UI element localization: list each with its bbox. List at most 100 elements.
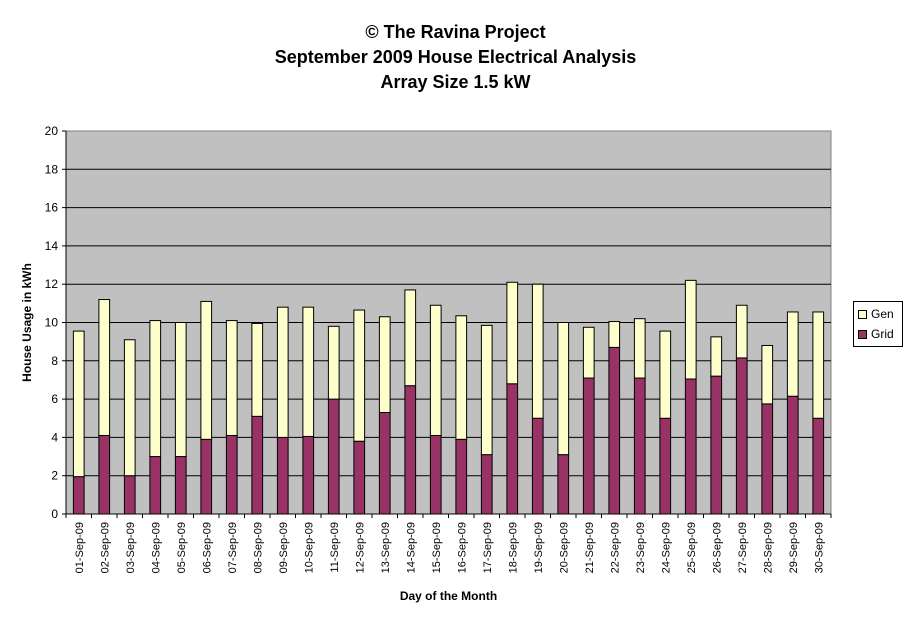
x-tick-label: 06-Sep-09 [201, 522, 213, 573]
x-tick-label: 21-Sep-09 [584, 522, 596, 573]
bar-grid-3 [123, 475, 136, 515]
bar-grid-7 [225, 434, 238, 515]
bar-grid-9 [276, 436, 289, 515]
bar-grid-12 [353, 440, 366, 515]
x-tick-label: 15-Sep-09 [431, 522, 443, 573]
x-tick-label: 04-Sep-09 [150, 522, 162, 573]
bar-gen-25 [684, 279, 697, 380]
x-tick-label: 12-Sep-09 [354, 522, 366, 573]
x-tick-label: 29-Sep-09 [788, 522, 800, 573]
bar-gen-15 [429, 304, 442, 436]
bar-gen-7 [225, 320, 238, 436]
x-tick-label: 08-Sep-09 [252, 522, 264, 573]
x-tick-label: 01-Sep-09 [74, 522, 86, 573]
x-tick-label: 02-Sep-09 [99, 522, 111, 573]
x-tick-label: 24-Sep-09 [660, 522, 672, 573]
x-tick-label: 23-Sep-09 [635, 522, 647, 573]
x-tick-label: 18-Sep-09 [507, 522, 519, 573]
y-tick-label: 12 [45, 277, 59, 291]
legend-item-gen: Gen [858, 307, 894, 321]
bar-gen-2 [98, 299, 111, 436]
x-tick-label: 10-Sep-09 [303, 522, 315, 573]
y-axis-label: House Usage in kWh [20, 263, 34, 382]
bar-grid-6 [200, 438, 213, 515]
x-tick-label: 14-Sep-09 [405, 522, 417, 573]
bar-grid-26 [710, 375, 723, 515]
bar-grid-2 [98, 434, 111, 515]
bar-gen-8 [251, 322, 264, 417]
y-tick-label: 0 [51, 507, 58, 521]
bar-gen-1 [72, 330, 85, 478]
bar-grid-8 [251, 415, 264, 515]
x-tick-label: 07-Sep-09 [227, 522, 239, 573]
x-tick-label: 26-Sep-09 [711, 522, 723, 573]
bar-grid-18 [506, 383, 519, 515]
bar-gen-26 [710, 336, 723, 377]
y-tick-label: 18 [45, 162, 59, 176]
x-tick-label: 13-Sep-09 [380, 522, 392, 573]
bar-grid-24 [659, 417, 672, 515]
bar-grid-11 [327, 398, 340, 515]
bar-grid-25 [684, 378, 697, 515]
x-tick-label: 16-Sep-09 [456, 522, 468, 573]
bar-grid-20 [557, 454, 570, 515]
bar-gen-16 [455, 315, 468, 440]
bar-gen-4 [149, 320, 162, 458]
x-tick-label: 11-Sep-09 [329, 522, 341, 573]
legend: Gen Grid [853, 301, 903, 347]
chart-title-line-3: Array Size 1.5 kW [380, 72, 531, 92]
chart-title-line-1: © The Ravina Project [365, 22, 546, 42]
x-tick-label: 30-Sep-09 [813, 522, 825, 573]
y-tick-label: 16 [45, 201, 59, 215]
bar-grid-10 [302, 435, 315, 515]
x-tick-label: 20-Sep-09 [558, 522, 570, 573]
bar-gen-21 [582, 326, 595, 379]
bar-gen-18 [506, 281, 519, 385]
legend-item-grid: Grid [858, 327, 894, 341]
x-tick-label: 22-Sep-09 [609, 522, 621, 573]
y-tick-label: 4 [51, 430, 58, 444]
bar-gen-9 [276, 306, 289, 438]
y-tick-label: 6 [51, 392, 58, 406]
x-tick-label: 19-Sep-09 [533, 522, 545, 573]
x-tick-label: 28-Sep-09 [762, 522, 774, 573]
bar-grid-14 [404, 385, 417, 515]
x-tick-label: 05-Sep-09 [176, 522, 188, 573]
bar-gen-20 [557, 322, 570, 456]
bar-grid-4 [149, 456, 162, 515]
x-tick-label: 17-Sep-09 [482, 522, 494, 573]
legend-swatch-gen [858, 309, 867, 319]
bar-grid-5 [174, 456, 187, 515]
bar-grid-21 [582, 377, 595, 515]
bar-gen-30 [812, 311, 825, 419]
y-tick-label: 20 [45, 124, 59, 138]
y-tick-label: 2 [51, 469, 58, 483]
bar-grid-22 [608, 346, 621, 515]
x-tick-label: 25-Sep-09 [686, 522, 698, 573]
bar-gen-3 [123, 339, 136, 477]
bar-gen-5 [174, 322, 187, 458]
bar-grid-30 [812, 417, 825, 515]
bar-grid-1 [72, 476, 85, 515]
legend-label-gen: Gen [871, 307, 894, 321]
bar-gen-29 [786, 311, 799, 397]
x-tick-label: 27-Sep-09 [737, 522, 749, 573]
bar-gen-27 [735, 304, 748, 359]
bar-gen-11 [327, 325, 340, 400]
legend-swatch-grid [858, 329, 867, 339]
bar-gen-6 [200, 300, 213, 440]
bar-grid-17 [480, 454, 493, 515]
y-tick-label: 14 [45, 239, 59, 253]
y-tick-label: 8 [51, 354, 58, 368]
y-tick-label: 10 [45, 316, 59, 330]
bar-gen-13 [378, 316, 391, 414]
bar-gen-14 [404, 289, 417, 387]
bar-gen-24 [659, 330, 672, 419]
bar-gen-28 [761, 344, 774, 405]
bar-gen-12 [353, 309, 366, 442]
x-tick-label: 03-Sep-09 [125, 522, 137, 573]
bar-grid-13 [378, 412, 391, 515]
bar-grid-16 [455, 438, 468, 515]
legend-label-grid: Grid [871, 327, 894, 341]
